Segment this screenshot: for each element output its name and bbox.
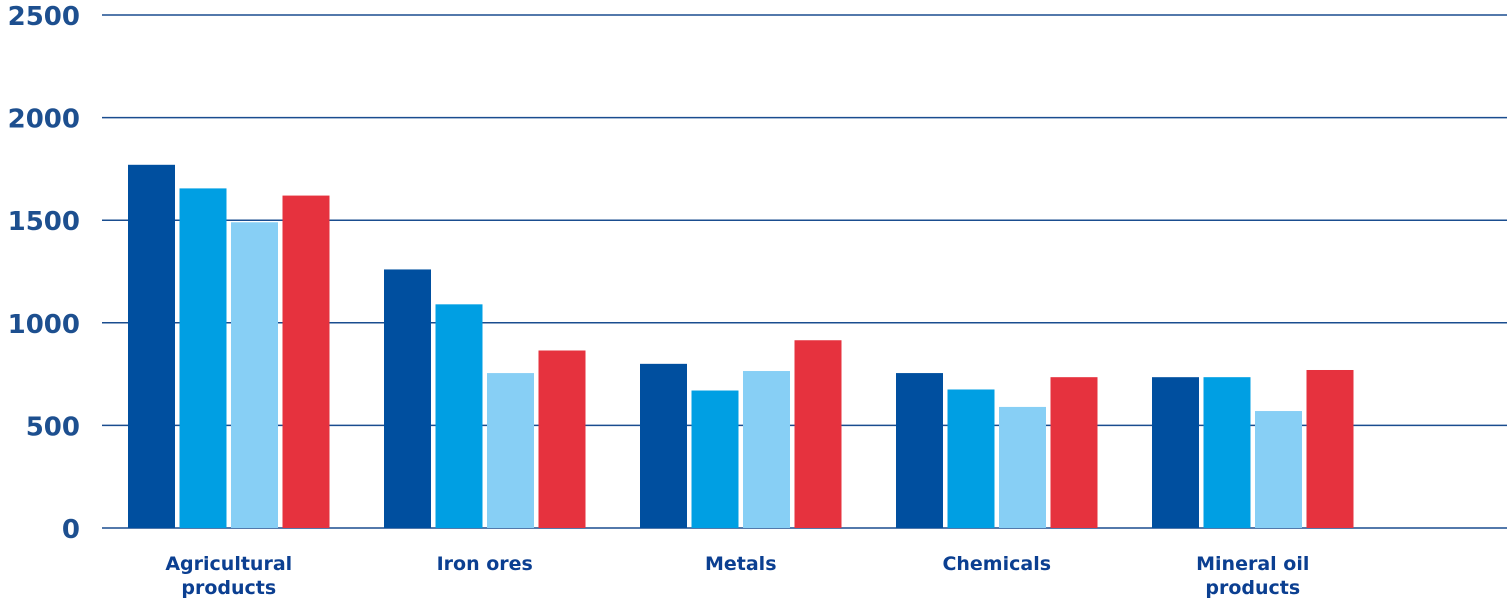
bar-chemicals-series-4 (1050, 377, 1098, 528)
bar-iron-ores-series-3 (487, 373, 534, 528)
x-tick-label: Agricultural products (165, 553, 292, 599)
y-tick-label: 2000 (8, 105, 80, 135)
x-tick-label: Mineral oil products (1196, 553, 1309, 599)
y-tick-label: 2500 (8, 2, 80, 32)
y-tick-label: 500 (26, 412, 80, 442)
bar-iron-ores-series-4 (538, 350, 586, 528)
bar-mineral-oil-products-series-4 (1306, 369, 1354, 528)
bar-metals-series-1 (640, 363, 687, 528)
bar-agricultural-products-series-4 (282, 195, 330, 529)
bar-iron-ores-series-1 (384, 269, 431, 528)
bar-iron-ores-series-2 (435, 304, 483, 528)
bars (128, 164, 1354, 529)
y-tick-label: 0 (62, 515, 80, 545)
bar-mineral-oil-products-series-2 (1203, 377, 1251, 528)
y-tick-label: 1500 (8, 207, 80, 237)
bar-agricultural-products-series-1 (128, 164, 175, 528)
x-axis-labels: Agricultural products Iron ores Metals Chemi… (165, 553, 1309, 599)
bar-agricultural-products-series-3 (231, 222, 278, 528)
bar-metals-series-3 (743, 371, 790, 528)
bar-chemicals-series-1 (896, 373, 943, 528)
bar-mineral-oil-products-series-3 (1255, 411, 1302, 528)
bar-metals-series-2 (691, 390, 739, 528)
bar-metals-series-4 (794, 340, 842, 528)
x-tick-label: Chemicals (942, 553, 1051, 575)
bar-agricultural-products-series-2 (179, 188, 227, 529)
bar-chemicals-series-3 (999, 406, 1046, 528)
x-tick-label: Iron ores (437, 553, 533, 575)
bar-chemicals-series-2 (947, 389, 995, 528)
y-tick-label: 1000 (8, 310, 80, 340)
bar-mineral-oil-products-series-1 (1152, 377, 1199, 528)
y-axis-ticks: 0 500 1000 1500 2000 2500 (8, 2, 80, 545)
x-tick-label: Metals (705, 553, 777, 575)
